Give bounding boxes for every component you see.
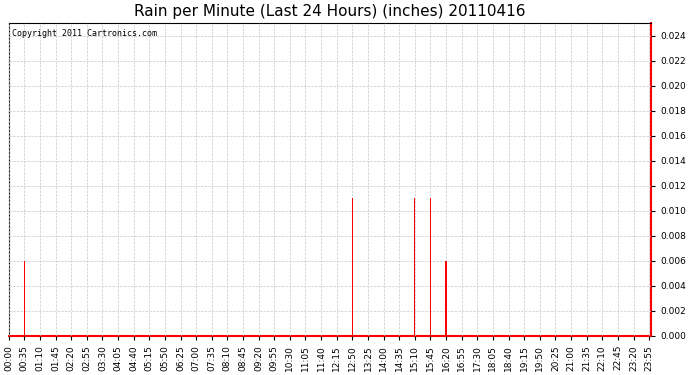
Bar (414, 198, 415, 336)
Bar (430, 198, 431, 336)
Bar (23, 261, 25, 336)
Text: Copyright 2011 Cartronics.com: Copyright 2011 Cartronics.com (12, 29, 157, 38)
Bar (8, 198, 10, 336)
Title: Rain per Minute (Last 24 Hours) (inches) 20110416: Rain per Minute (Last 24 Hours) (inches)… (134, 4, 526, 19)
Bar (352, 198, 353, 336)
